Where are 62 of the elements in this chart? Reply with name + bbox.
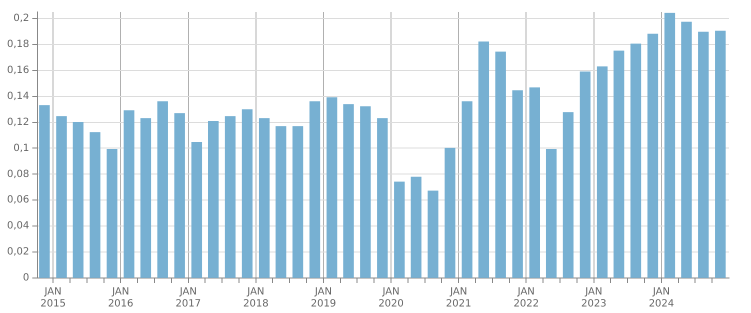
bar — [124, 110, 134, 278]
bar — [478, 42, 490, 278]
bar — [562, 112, 574, 278]
y-tick-label: 0,2 — [13, 13, 30, 24]
bar — [529, 87, 540, 278]
bar — [428, 190, 438, 278]
bar — [394, 182, 405, 278]
bar — [292, 126, 304, 278]
bar — [208, 121, 219, 278]
x-tick-label: JAN 2021 — [446, 286, 472, 310]
x-tick-label: JAN 2016 — [108, 286, 134, 310]
bar — [39, 105, 50, 278]
x-tick-label: JAN 2020 — [378, 286, 404, 310]
bar — [698, 32, 709, 278]
bar — [444, 148, 456, 278]
y-tick-label: 0,16 — [7, 64, 30, 76]
bar — [715, 30, 726, 278]
bar — [614, 50, 624, 278]
y-tick-label: 0 — [22, 272, 30, 284]
bar — [140, 118, 152, 278]
x-tick-label: JAN 2018 — [243, 286, 269, 310]
x-tick-label: JAN 2024 — [648, 286, 674, 310]
bar — [630, 44, 642, 278]
bar — [462, 101, 472, 278]
x-tick-label: JAN 2023 — [581, 286, 607, 310]
bar — [258, 118, 270, 278]
y-tick-label: 0,04 — [7, 220, 30, 232]
y-tick-label: 0,18 — [7, 39, 30, 50]
y-tick-label: 0,08 — [7, 168, 30, 180]
bar — [72, 122, 84, 278]
bar — [343, 104, 354, 278]
bar — [326, 97, 338, 278]
bar — [410, 176, 422, 278]
bar — [106, 148, 118, 278]
x-tick-label: JAN 2019 — [310, 286, 336, 310]
bar — [495, 52, 506, 278]
bar — [546, 148, 557, 278]
x-tick-label: JAN 2017 — [176, 286, 201, 310]
bar — [512, 90, 523, 278]
bar — [309, 101, 320, 278]
x-tick-label: JAN 2015 — [40, 286, 66, 310]
y-tick-label: 0,14 — [7, 90, 30, 102]
bar — [174, 113, 185, 278]
bar — [681, 22, 692, 278]
bar — [377, 118, 388, 278]
y-tick-label: 0,02 — [7, 246, 30, 258]
bar — [664, 12, 676, 278]
bar — [90, 132, 100, 278]
bar — [580, 71, 591, 278]
bar — [191, 142, 202, 278]
bar — [596, 66, 608, 278]
bar — [56, 116, 67, 278]
bar — [647, 34, 658, 278]
y-tick-label: 0,06 — [7, 194, 30, 206]
bar — [157, 101, 168, 278]
y-tick-label: 0,12 — [7, 116, 30, 128]
bar — [224, 116, 236, 278]
y-tick-label: 0,1 — [13, 142, 30, 154]
bar — [360, 106, 371, 278]
bar — [276, 126, 286, 278]
bar — [242, 109, 253, 278]
x-tick-label: JAN 2022 — [513, 286, 539, 310]
